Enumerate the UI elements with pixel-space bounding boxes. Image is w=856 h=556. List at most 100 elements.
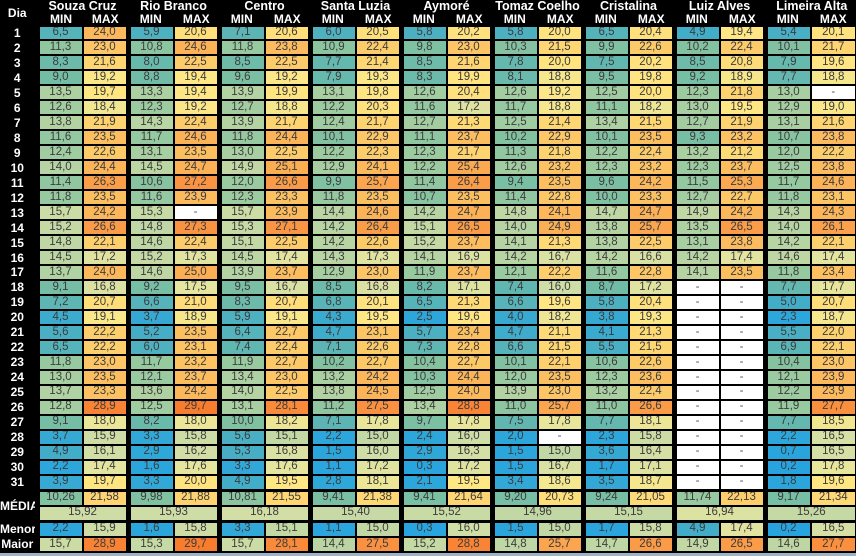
temp-cell-min[interactable]: 14,4 <box>307 204 357 222</box>
maior-cell-max[interactable]: 26,6 <box>627 535 675 554</box>
temp-cell-max[interactable]: 25,7 <box>354 174 402 192</box>
temp-cell-min[interactable]: 10,9 <box>307 39 357 57</box>
temp-cell-max[interactable]: 23,9 <box>172 189 220 207</box>
temp-cell-max[interactable]: 16,0 <box>445 428 493 446</box>
temp-cell-max[interactable]: 22,2 <box>81 323 129 341</box>
temp-cell-min[interactable]: 13,8 <box>34 114 84 132</box>
temp-cell-max[interactable]: 24,9 <box>536 219 584 237</box>
temp-cell-max[interactable]: 17,2 <box>354 458 402 476</box>
temp-cell-min[interactable]: 14,2 <box>671 249 721 266</box>
menor-cell-max[interactable]: 15,0 <box>354 519 402 538</box>
temp-cell-min[interactable]: 13,0 <box>216 144 266 162</box>
temp-cell-min[interactable]: 14,6 <box>125 234 175 252</box>
temp-cell-min[interactable]: 13,4 <box>398 398 448 416</box>
temp-cell-min[interactable]: - <box>671 338 721 356</box>
temp-cell-max[interactable]: 17,6 <box>172 458 220 476</box>
temp-cell-max[interactable]: 22,8 <box>627 264 675 281</box>
temp-cell-min[interactable]: 8,8 <box>125 69 175 87</box>
temp-cell-max[interactable]: 21,1 <box>536 323 584 341</box>
temp-cell-max[interactable]: - <box>718 398 767 416</box>
temp-cell-max[interactable]: 26,3 <box>81 174 129 192</box>
temp-cell-min[interactable]: 1,7 <box>580 458 630 476</box>
temp-cell-min[interactable]: 14,9 <box>671 204 721 222</box>
temp-cell-max[interactable]: 23,4 <box>809 264 856 281</box>
temp-cell-max[interactable]: 23,3 <box>81 383 129 401</box>
location-header[interactable]: Luiz Alves <box>671 0 766 13</box>
temp-cell-min[interactable]: 11,8 <box>34 189 84 207</box>
temp-cell-max[interactable]: - <box>718 338 767 356</box>
temp-cell-min[interactable]: 9,1 <box>34 278 84 296</box>
temp-cell-max[interactable]: 19,4 <box>172 69 220 87</box>
temp-cell-max[interactable]: 18,1 <box>627 413 675 431</box>
temp-cell-max[interactable]: 27,1 <box>263 219 311 237</box>
temp-cell-min[interactable]: 14,1 <box>671 264 721 281</box>
temp-cell-min[interactable]: 14,2 <box>307 219 357 237</box>
temp-cell-max[interactable]: 23,4 <box>445 323 493 341</box>
temp-cell-max[interactable]: 23,2 <box>172 353 220 371</box>
temp-cell-max[interactable]: 22,1 <box>81 234 129 252</box>
day-label[interactable]: 1 <box>0 25 40 41</box>
maior-cell-max[interactable]: 28,9 <box>81 535 129 554</box>
temp-cell-max[interactable]: 22,7 <box>445 353 493 371</box>
temp-cell-max[interactable]: 24,2 <box>354 368 402 386</box>
temp-cell-max[interactable]: 19,6 <box>536 293 584 311</box>
maior-cell-min[interactable]: 14,4 <box>307 535 357 554</box>
temp-cell-min[interactable]: 15,2 <box>34 219 84 237</box>
temp-cell-min[interactable]: 13,1 <box>307 84 357 102</box>
day-label[interactable]: 30 <box>0 459 40 475</box>
temp-cell-min[interactable]: 11,3 <box>34 39 84 57</box>
temp-cell-min[interactable]: 14,3 <box>125 114 175 132</box>
temp-cell-min[interactable]: 13,4 <box>580 114 630 132</box>
max-column-header[interactable]: MAX <box>628 12 674 26</box>
temp-cell-max[interactable]: 16,0 <box>354 443 402 461</box>
menor-cell-max[interactable]: 15,8 <box>172 519 220 538</box>
temp-cell-min[interactable]: 14,0 <box>34 159 84 177</box>
min-column-header[interactable]: MIN <box>765 12 811 26</box>
temp-cell-max[interactable]: 17,2 <box>81 249 129 266</box>
temp-cell-max[interactable]: 20,4 <box>627 293 675 311</box>
temp-cell-min[interactable]: 7,4 <box>489 278 539 296</box>
temp-cell-max[interactable]: 24,6 <box>809 174 856 192</box>
temp-cell-max[interactable]: 20,3 <box>354 99 402 117</box>
temp-cell-max[interactable]: 19,3 <box>627 308 675 326</box>
temp-cell-min[interactable]: 12,6 <box>398 84 448 102</box>
temp-cell-max[interactable]: 18,6 <box>536 473 584 492</box>
temp-cell-min[interactable]: 12,5 <box>125 398 175 416</box>
temp-cell-min[interactable]: 6,0 <box>307 24 357 42</box>
temp-cell-max[interactable]: 22,6 <box>81 144 129 162</box>
temp-cell-min[interactable]: 11,2 <box>307 398 357 416</box>
temp-cell-min[interactable]: 9,9 <box>580 39 630 57</box>
temp-cell-min[interactable]: 12,9 <box>307 264 357 281</box>
media-cell-min[interactable]: 11,74 <box>671 488 721 507</box>
day-label[interactable]: 8 <box>0 130 40 146</box>
temp-cell-max[interactable]: 21,0 <box>172 293 220 311</box>
temp-cell-min[interactable]: 5,9 <box>216 308 266 326</box>
temp-cell-max[interactable]: 16,9 <box>445 249 493 266</box>
min-column-header[interactable]: MIN <box>219 12 265 26</box>
temp-cell-min[interactable]: 12,9 <box>307 159 357 177</box>
temp-cell-max[interactable]: 17,2 <box>445 458 493 476</box>
temp-cell-min[interactable]: 3,9 <box>34 473 84 492</box>
menor-cell-max[interactable]: 15,9 <box>81 519 129 538</box>
temp-cell-max[interactable]: 28,9 <box>81 398 129 416</box>
temp-cell-min[interactable]: 9,2 <box>125 278 175 296</box>
temp-cell-max[interactable]: 20,0 <box>536 54 584 72</box>
temp-cell-min[interactable]: 10,2 <box>489 129 539 147</box>
temp-cell-max[interactable]: 19,2 <box>263 69 311 87</box>
temp-cell-max[interactable]: 23,5 <box>81 129 129 147</box>
temp-cell-max[interactable]: 27,7 <box>809 398 856 416</box>
temp-cell-max[interactable]: 18,8 <box>536 99 584 117</box>
temp-cell-min[interactable]: 4,7 <box>307 323 357 341</box>
temp-cell-max[interactable]: 20,2 <box>445 24 493 42</box>
temp-cell-min[interactable]: 7,9 <box>307 69 357 87</box>
temp-cell-min[interactable]: 12,8 <box>34 398 84 416</box>
temp-cell-min[interactable]: 1,6 <box>125 458 175 476</box>
temp-cell-min[interactable]: 2,0 <box>489 428 539 446</box>
temp-cell-min[interactable]: 10,1 <box>307 129 357 147</box>
temp-cell-max[interactable]: 17,8 <box>445 413 493 431</box>
temp-cell-min[interactable]: 14,3 <box>307 249 357 266</box>
maior-cell-max[interactable]: 27,7 <box>809 535 856 554</box>
temp-cell-max[interactable]: 19,8 <box>627 69 675 87</box>
temp-cell-max[interactable]: 23,9 <box>809 383 856 401</box>
temp-cell-max[interactable]: 28,1 <box>263 398 311 416</box>
